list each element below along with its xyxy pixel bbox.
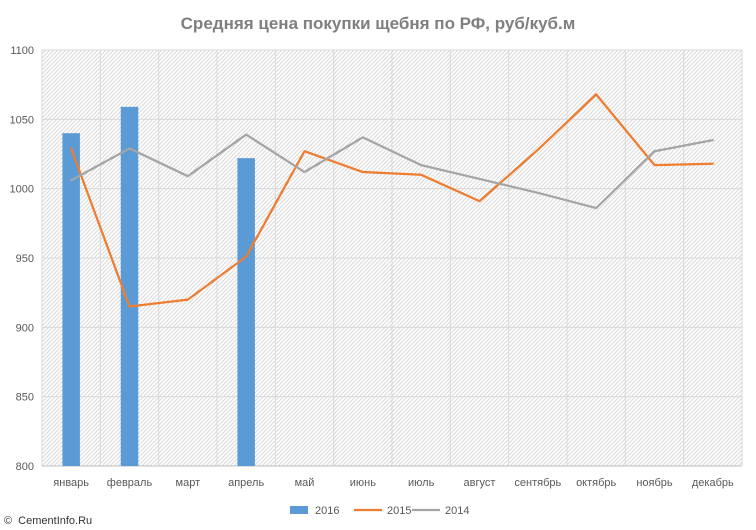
x-tick-label: октябрь xyxy=(576,477,616,489)
legend: 2016 2015 2014 xyxy=(290,505,469,517)
y-tick-label: 1100 xyxy=(10,45,34,57)
legend-label-2014: 2014 xyxy=(445,505,469,517)
x-tick-label: сентябрь xyxy=(514,477,561,489)
y-tick-label: 800 xyxy=(16,461,34,473)
bar-2016 xyxy=(237,158,255,466)
gridlines xyxy=(41,49,743,467)
x-tick-label: март xyxy=(176,477,201,489)
x-tick-label: май xyxy=(295,477,315,489)
x-tick-label: апрель xyxy=(228,477,264,489)
watermark-text: CementInfo.Ru xyxy=(18,515,92,527)
legend-label-2015: 2015 xyxy=(387,505,411,517)
legend-label-2016: 2016 xyxy=(315,505,339,517)
x-tick-label: август xyxy=(464,477,496,489)
legend-swatch-2016 xyxy=(290,506,308,514)
y-axis-ticks: 800 850 900 950 1000 1050 1100 xyxy=(10,45,34,473)
x-tick-label: декабрь xyxy=(692,477,734,489)
x-tick-label: июнь xyxy=(350,477,376,489)
bars-layer xyxy=(62,106,255,466)
x-axis-ticks: январь февраль март апрель май июнь июль август… xyxy=(53,477,734,489)
x-tick-label: июль xyxy=(408,477,435,489)
chart-title: Средняя цена покупки щебня по РФ, руб/ку… xyxy=(181,14,576,33)
line-2014 xyxy=(70,133,714,210)
y-tick-label: 900 xyxy=(16,322,34,334)
y-tick-label: 850 xyxy=(16,392,34,404)
lines-layer xyxy=(70,93,714,308)
y-tick-label: 1000 xyxy=(10,184,34,196)
y-tick-label: 1050 xyxy=(10,114,34,126)
x-tick-label: февраль xyxy=(107,477,153,489)
y-tick-label: 950 xyxy=(16,253,34,265)
svg-text:© CementInfo.Ru: © CementInfo.Ru xyxy=(4,515,92,527)
watermark: © CementInfo.Ru xyxy=(4,515,92,527)
x-tick-label: январь xyxy=(53,477,89,489)
bar-2016 xyxy=(62,133,80,466)
x-tick-label: ноябрь xyxy=(636,477,673,489)
copyright-icon: © xyxy=(4,515,12,527)
line-2015 xyxy=(70,93,714,308)
bar-2016 xyxy=(120,106,139,466)
